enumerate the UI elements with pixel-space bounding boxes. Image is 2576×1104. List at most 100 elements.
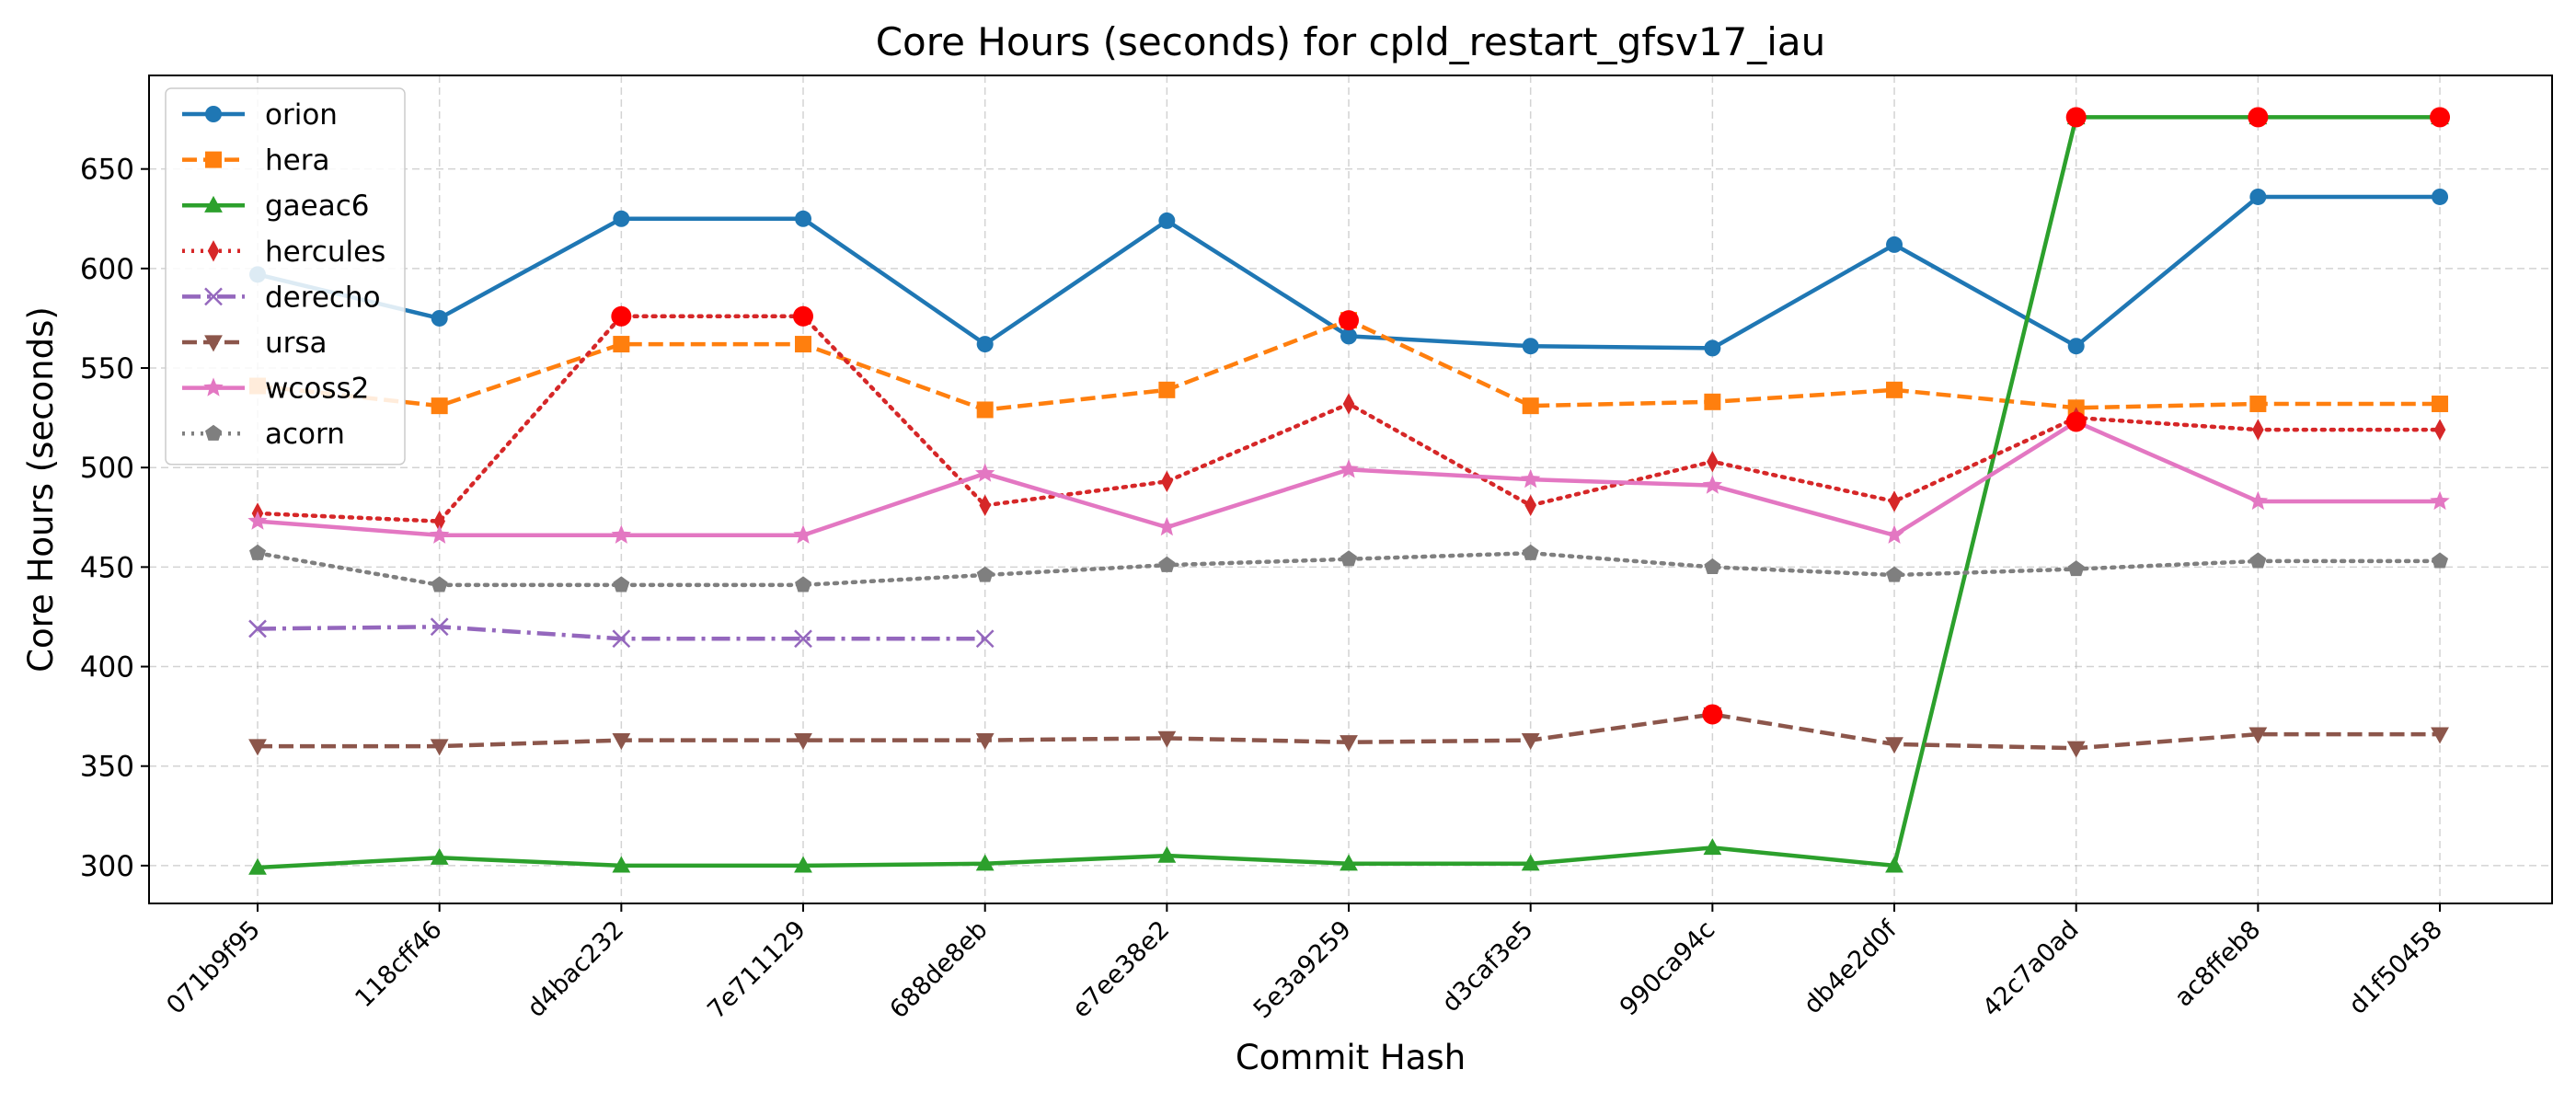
data-point-acorn — [2249, 552, 2267, 569]
legend-item-derecho: derecho — [182, 281, 381, 314]
series-derecho — [248, 617, 995, 649]
data-point-ursa — [1340, 735, 1358, 753]
data-point-wcoss2 — [2430, 490, 2450, 511]
data-point-wcoss2 — [793, 524, 813, 544]
data-point-hera — [2432, 395, 2449, 412]
highlight-point — [2248, 107, 2269, 128]
highlight-point — [611, 305, 632, 327]
legend-item-hera: hera — [182, 144, 329, 178]
data-point-derecho — [612, 629, 631, 649]
legend-item-ursa: ursa — [182, 327, 328, 360]
data-point-hercules — [1707, 451, 1719, 473]
data-point-orion — [976, 336, 994, 353]
legend-item-gaeac6: gaeac6 — [182, 190, 370, 223]
data-point-ursa — [2248, 727, 2268, 744]
data-point-gaeac6 — [1885, 856, 1903, 873]
legend-item-wcoss2: wcoss2 — [182, 373, 369, 406]
y-tick-label: 450 — [80, 551, 134, 584]
legend-label: wcoss2 — [265, 373, 369, 406]
data-point-wcoss2 — [974, 463, 995, 482]
data-point-ursa — [2066, 741, 2086, 758]
y-tick-label: 300 — [80, 850, 134, 883]
highlight-point — [2065, 107, 2087, 128]
y-axis-label: Core Hours (seconds) — [21, 306, 61, 673]
data-point-wcoss2 — [429, 524, 450, 544]
data-point-acorn — [2432, 552, 2449, 569]
highlight-point — [2065, 411, 2087, 432]
highlight-point — [2430, 107, 2451, 128]
series-ursa — [248, 707, 2449, 758]
legend-label: ursa — [265, 327, 328, 360]
legend-marker — [204, 335, 223, 352]
y-tick-label: 600 — [80, 253, 134, 286]
data-point-hercules — [979, 494, 991, 517]
data-point-acorn — [1522, 544, 1539, 560]
data-point-ursa — [1521, 732, 1540, 750]
plot-frame — [148, 75, 2553, 904]
data-point-gaeac6 — [1340, 854, 1358, 871]
legend-label: acorn — [265, 418, 345, 451]
data-point-wcoss2 — [1702, 475, 1723, 494]
highlight-point — [1339, 310, 1360, 331]
data-point-wcoss2 — [611, 524, 632, 544]
data-point-hera — [1704, 393, 1721, 410]
data-point-derecho — [248, 619, 267, 638]
highlight-point — [1702, 704, 1723, 725]
data-point-orion — [2067, 338, 2085, 355]
data-point-orion — [1522, 338, 1539, 355]
data-point-derecho — [794, 629, 812, 649]
legend-marker — [204, 195, 223, 213]
data-point-acorn — [795, 576, 811, 592]
legend-item-acorn: acorn — [182, 418, 345, 451]
highlight-layer — [611, 107, 2451, 725]
legend-marker — [207, 240, 220, 262]
data-point-gaeac6 — [794, 856, 812, 873]
data-point-hercules — [2433, 419, 2446, 441]
series-orion — [249, 188, 2449, 357]
data-point-gaeac6 — [612, 856, 631, 873]
legend-item-orion: orion — [182, 98, 338, 132]
data-point-orion — [1340, 328, 1358, 345]
data-point-acorn — [1340, 550, 1358, 567]
data-point-ursa — [975, 732, 995, 750]
legend-label: hercules — [265, 236, 385, 269]
data-point-ursa — [430, 739, 449, 756]
data-point-gaeac6 — [1521, 854, 1540, 871]
legend-marker — [205, 424, 222, 441]
data-point-wcoss2 — [1520, 468, 1541, 489]
data-point-wcoss2 — [247, 511, 268, 530]
data-point-gaeac6 — [975, 854, 995, 871]
legend-marker — [204, 287, 223, 306]
data-point-acorn — [976, 566, 994, 582]
data-point-ursa — [1157, 730, 1177, 748]
data-point-hera — [1886, 381, 1903, 398]
legend: orion hera gaeac6 hercules derecho ursa wcoss2… — [165, 87, 406, 466]
data-point-orion — [1886, 236, 1903, 253]
y-tick-label: 650 — [80, 154, 134, 187]
data-point-orion — [1704, 339, 1721, 357]
data-point-acorn — [2067, 560, 2085, 577]
data-point-hercules — [1161, 470, 1173, 493]
y-tick-label: 550 — [80, 352, 134, 385]
y-tick-label: 350 — [80, 751, 134, 784]
y-tick-label: 500 — [80, 452, 134, 485]
data-point-hera — [1158, 381, 1176, 398]
data-point-acorn — [613, 576, 630, 592]
data-point-hercules — [1524, 494, 1536, 517]
legend-label: derecho — [265, 281, 381, 314]
y-tick-label: 400 — [80, 651, 134, 684]
data-point-acorn — [249, 544, 266, 560]
legend-marker — [205, 151, 222, 168]
data-point-ursa — [612, 732, 631, 750]
data-point-ursa — [1885, 737, 1903, 754]
data-point-derecho — [430, 617, 449, 637]
series-acorn — [249, 544, 2449, 592]
data-point-derecho — [975, 629, 995, 649]
data-point-wcoss2 — [1339, 459, 1359, 478]
x-axis-label: Commit Hash — [1236, 1038, 1466, 1077]
data-point-acorn — [1704, 558, 1721, 575]
data-point-hercules — [1888, 490, 1901, 512]
data-point-hera — [613, 336, 630, 353]
